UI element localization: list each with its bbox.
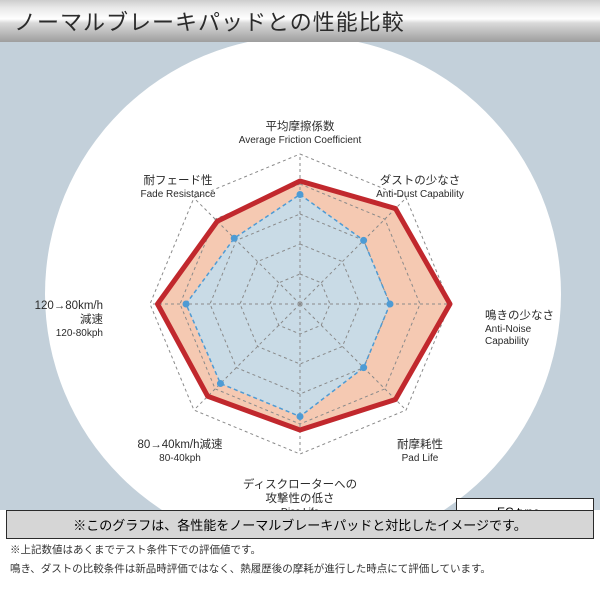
- title-bar: ノーマルブレーキパッドとの性能比較: [0, 0, 600, 43]
- series-normal-marker: [297, 191, 304, 198]
- note-small-2: 鳴き、ダストの比較条件は新品時評価ではなく、熱履歴後の摩耗が進行した時点にて評価…: [10, 562, 590, 577]
- radar-svg: [0, 42, 600, 510]
- legend-item: EC type: [463, 503, 587, 510]
- page-title: ノーマルブレーキパッドとの性能比較: [0, 5, 405, 37]
- page-root: ノーマルブレーキパッドとの性能比較 平均摩擦係数Average Friction…: [0, 0, 600, 600]
- note-main: ※このグラフは、各性能をノーマルブレーキパッドと対比したイメージです。: [6, 510, 594, 539]
- series-normal-marker: [360, 364, 367, 371]
- radar-chart-area: 平均摩擦係数Average Friction Coefficientダストの少な…: [0, 42, 600, 510]
- series-normal-marker: [360, 237, 367, 244]
- series-normal-marker: [297, 413, 304, 420]
- notes-area: ※このグラフは、各性能をノーマルブレーキパッドと対比したイメージです。 ※上記数…: [0, 510, 600, 576]
- legend: EC typeノーマル/Normal: [456, 498, 594, 510]
- series-normal-marker: [387, 301, 394, 308]
- series-normal-marker: [217, 380, 224, 387]
- series-normal-marker: [231, 235, 238, 242]
- series-normal-marker: [183, 301, 190, 308]
- note-small-1: ※上記数値はあくまでテスト条件下での評価値です。: [10, 543, 590, 558]
